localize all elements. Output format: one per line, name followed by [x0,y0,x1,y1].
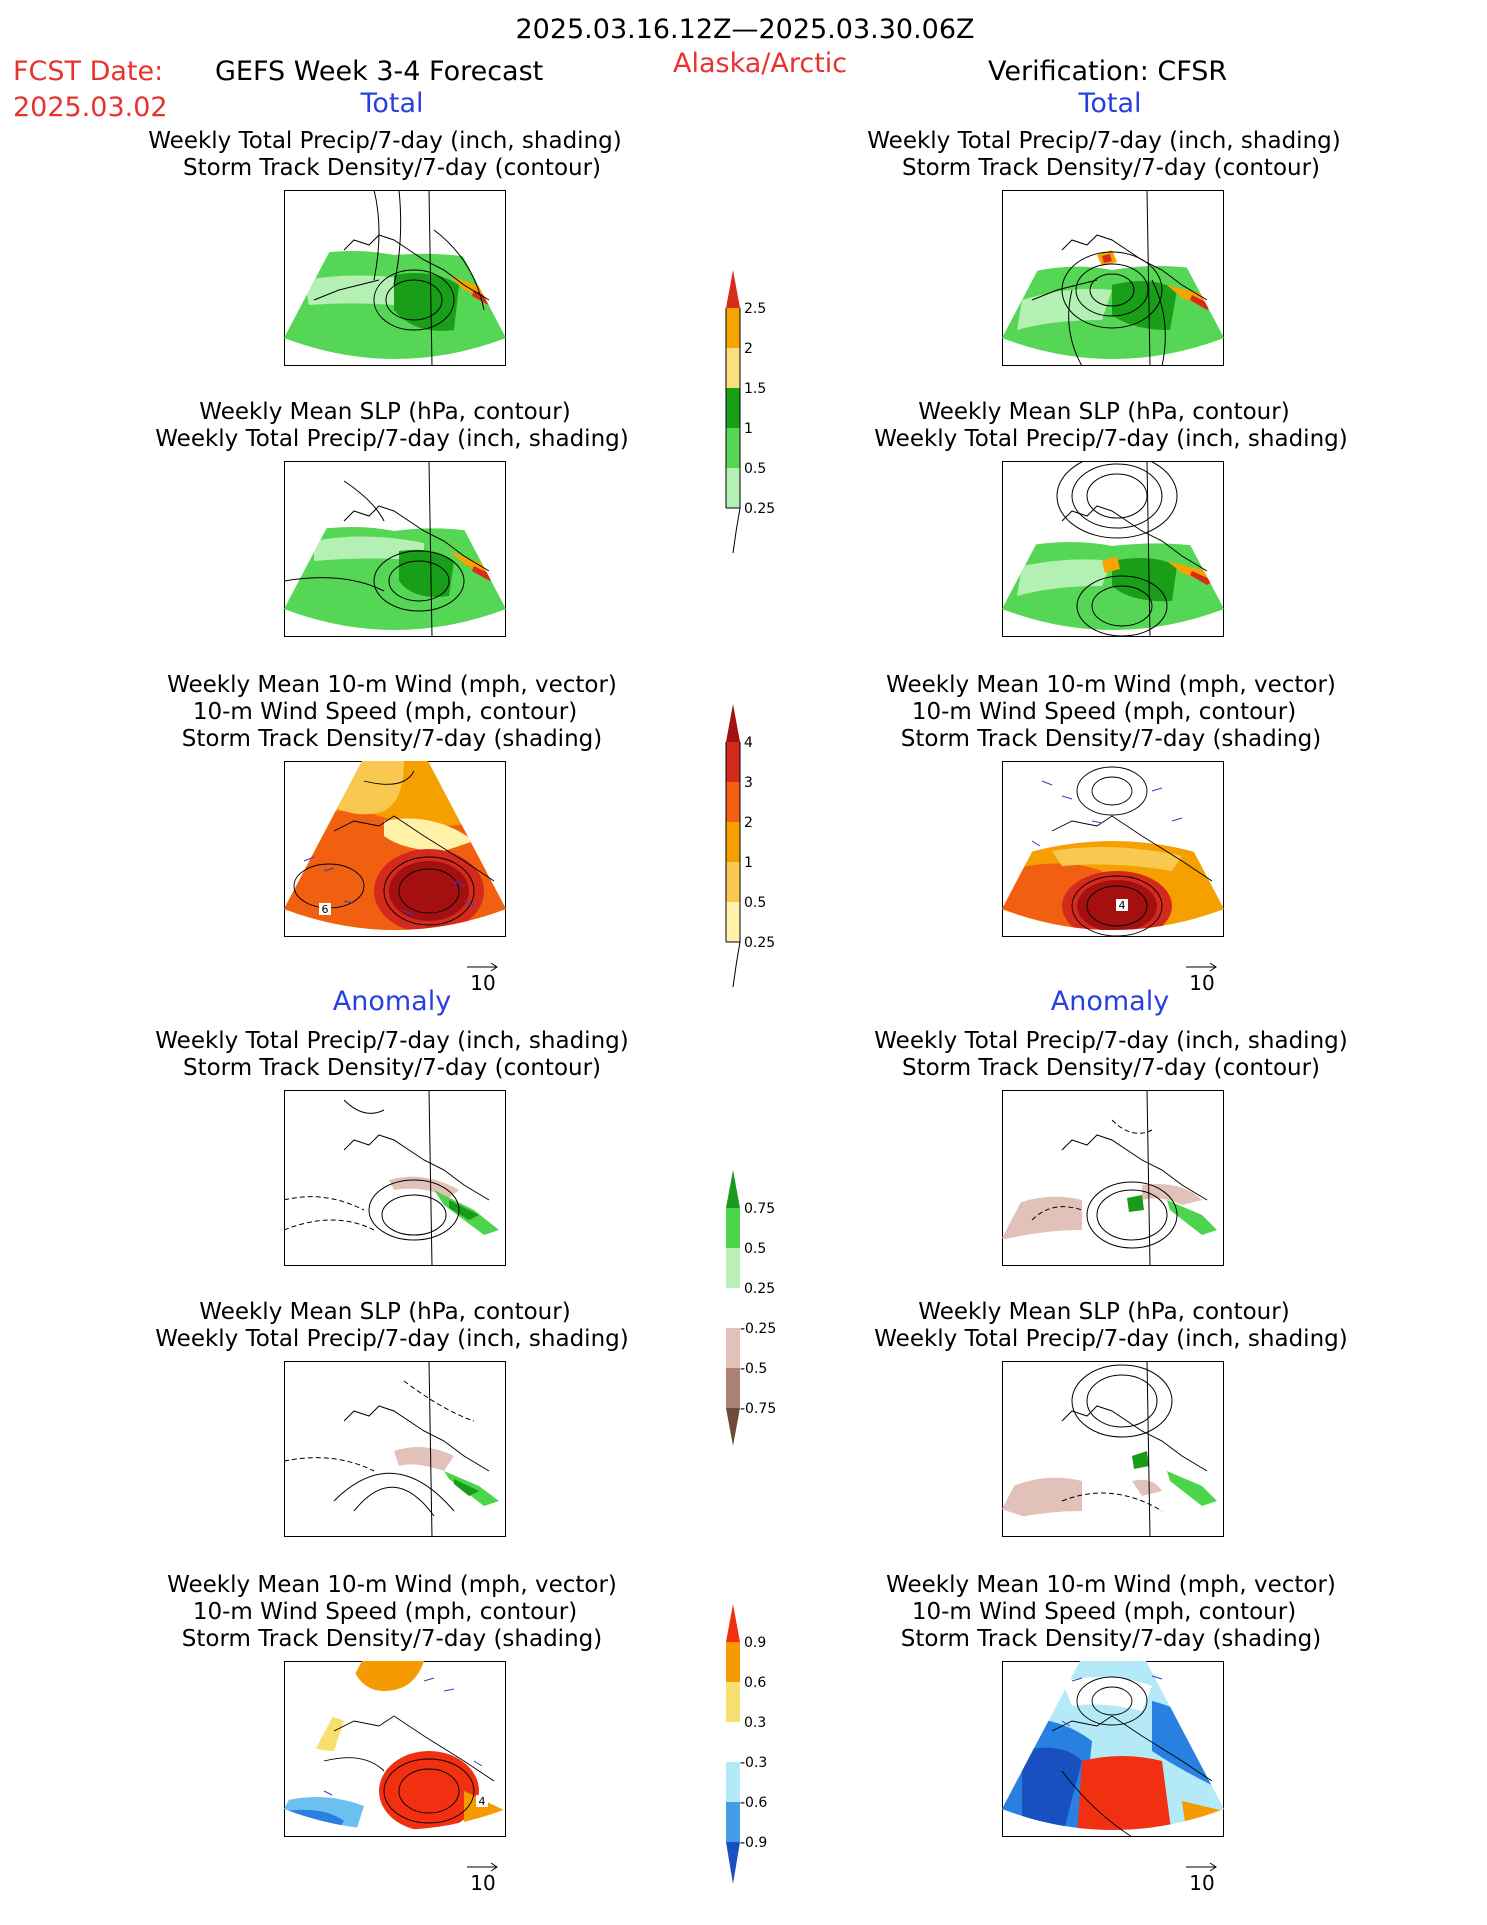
title-l3-2: 10-m Wind Speed (mph, contour) [192,699,578,725]
title-l3-1: Weekly Mean 10-m Wind (mph, vector) [167,672,617,698]
cb2-label-1: 3 [744,775,753,791]
title-l6-2: 10-m Wind Speed (mph, contour) [192,1599,578,1625]
cb1-label-2: 1.5 [744,381,766,397]
map-total-slp-right [1002,461,1224,637]
cb3-label-0: 0.75 [744,1201,775,1217]
title-r1-1: Weekly Total Precip/7-day (inch, shading… [867,128,1341,154]
model-title: GEFS Week 3-4 Forecast [215,56,544,87]
map-anom-wind-left: 4 [284,1661,506,1837]
cb2-label-4: 0.5 [744,895,766,911]
title-l2-1: Weekly Mean SLP (hPa, contour) [199,399,571,425]
cb1-label-1: 2 [744,341,753,357]
vector-ref-arrow-icon-2 [1186,962,1217,972]
colorbar-precip-anom: 0.75 0.5 0.25 -0.25 -0.5 -0.75 [720,1168,790,1462]
title-r2-2: Weekly Total Precip/7-day (inch, shading… [874,426,1348,452]
title-r3-2: 10-m Wind Speed (mph, contour) [911,699,1297,725]
cb3-label-5: -0.75 [740,1401,776,1417]
vector-ref-arrow-icon-3 [467,1862,498,1872]
cb3-label-2: 0.25 [744,1281,775,1297]
cb4-label-4: -0.6 [740,1795,767,1811]
cb3-label-1: 0.5 [744,1241,766,1257]
map-anom-precip-right [1002,1090,1224,1266]
colorbar-std-total: 4 3 2 1 0.5 0.25 [720,702,790,996]
map-anom-slp-left [284,1361,506,1537]
map-total-precip-left [284,190,506,366]
map-total-wind-left: 6 [284,761,506,937]
verification-title: Verification: CFSR [988,56,1228,87]
title-l3-3: Storm Track Density/7-day (shading) [181,726,603,752]
cb2-label-5: 0.25 [744,935,775,951]
cb4-label-1: 0.6 [744,1675,766,1691]
region-title: Alaska/Arctic [673,48,848,79]
fcst-date-value: 2025.03.02 [13,92,168,123]
vector-ref-2: 10 [1189,971,1215,995]
map-total-precip-right [1002,190,1224,366]
title-l2-2: Weekly Total Precip/7-day (inch, shading… [155,426,629,452]
vector-ref-1: 10 [470,971,496,995]
cb1-label-4: 0.5 [744,461,766,477]
label-anom-left: 4 [479,1795,486,1808]
section-total-left: Total [360,88,424,119]
title-r1-2: Storm Track Density/7-day (contour) [901,155,1321,181]
cb2-label-0: 4 [744,735,753,751]
cb4-label-0: 0.9 [744,1635,766,1651]
title-l6-3: Storm Track Density/7-day (shading) [181,1626,603,1652]
map-anom-wind-right [1002,1661,1224,1837]
cb1-label-0: 2.5 [744,301,766,317]
vector-ref-3: 10 [470,1871,496,1895]
section-anomaly-right: Anomaly [1050,986,1170,1017]
cb3-label-4: -0.5 [740,1361,767,1377]
title-l1-2: Storm Track Density/7-day (contour) [182,155,602,181]
title-l5-1: Weekly Mean SLP (hPa, contour) [199,1299,571,1325]
cb1-label-3: 1 [744,421,753,437]
title-r5-2: Weekly Total Precip/7-day (inch, shading… [874,1326,1348,1352]
title-r3-3: Storm Track Density/7-day (shading) [900,726,1322,752]
map-anom-slp-right [1002,1361,1224,1537]
section-anomaly-left: Anomaly [332,986,452,1017]
fcst-date-label: FCST Date: [13,56,164,87]
label-total-right: 4 [1119,899,1126,912]
title-r4-2: Storm Track Density/7-day (contour) [901,1055,1321,1081]
cb1-label-5: 0.25 [744,501,775,517]
forecast-period: 2025.03.16.12Z—2025.03.30.06Z [515,14,975,45]
vector-ref-arrow-icon-1 [467,962,498,972]
vector-ref-4: 10 [1189,1871,1215,1895]
title-l5-2: Weekly Total Precip/7-day (inch, shading… [155,1326,629,1352]
title-l4-2: Storm Track Density/7-day (contour) [182,1055,602,1081]
title-l6-1: Weekly Mean 10-m Wind (mph, vector) [167,1572,617,1598]
title-l4-1: Weekly Total Precip/7-day (inch, shading… [155,1028,629,1054]
title-r5-1: Weekly Mean SLP (hPa, contour) [918,1299,1290,1325]
map-total-wind-right: 4 [1002,761,1224,937]
cb4-label-3: -0.3 [740,1755,767,1771]
title-l1-1: Weekly Total Precip/7-day (inch, shading… [148,128,622,154]
title-r4-1: Weekly Total Precip/7-day (inch, shading… [874,1028,1348,1054]
colorbar-precip-total: 2.5 2 1.5 1 0.5 0.25 [720,268,790,562]
title-r6-2: 10-m Wind Speed (mph, contour) [911,1599,1297,1625]
cb4-label-2: 0.3 [744,1715,766,1731]
cb4-label-5: -0.9 [740,1835,767,1851]
cb3-label-3: -0.25 [740,1321,776,1337]
title-r2-1: Weekly Mean SLP (hPa, contour) [918,399,1290,425]
map-anom-precip-left [284,1090,506,1266]
map-total-slp-left [284,461,506,637]
colorbar-std-anom: 0.9 0.6 0.3 -0.3 -0.6 -0.9 [720,1602,790,1896]
section-total-right: Total [1078,88,1142,119]
title-r6-3: Storm Track Density/7-day (shading) [900,1626,1322,1652]
cb2-label-3: 1 [744,855,753,871]
label-total-left: 6 [322,903,329,916]
title-r3-1: Weekly Mean 10-m Wind (mph, vector) [886,672,1336,698]
vector-ref-arrow-icon-4 [1186,1862,1217,1872]
cb2-label-2: 2 [744,815,753,831]
title-r6-1: Weekly Mean 10-m Wind (mph, vector) [886,1572,1336,1598]
